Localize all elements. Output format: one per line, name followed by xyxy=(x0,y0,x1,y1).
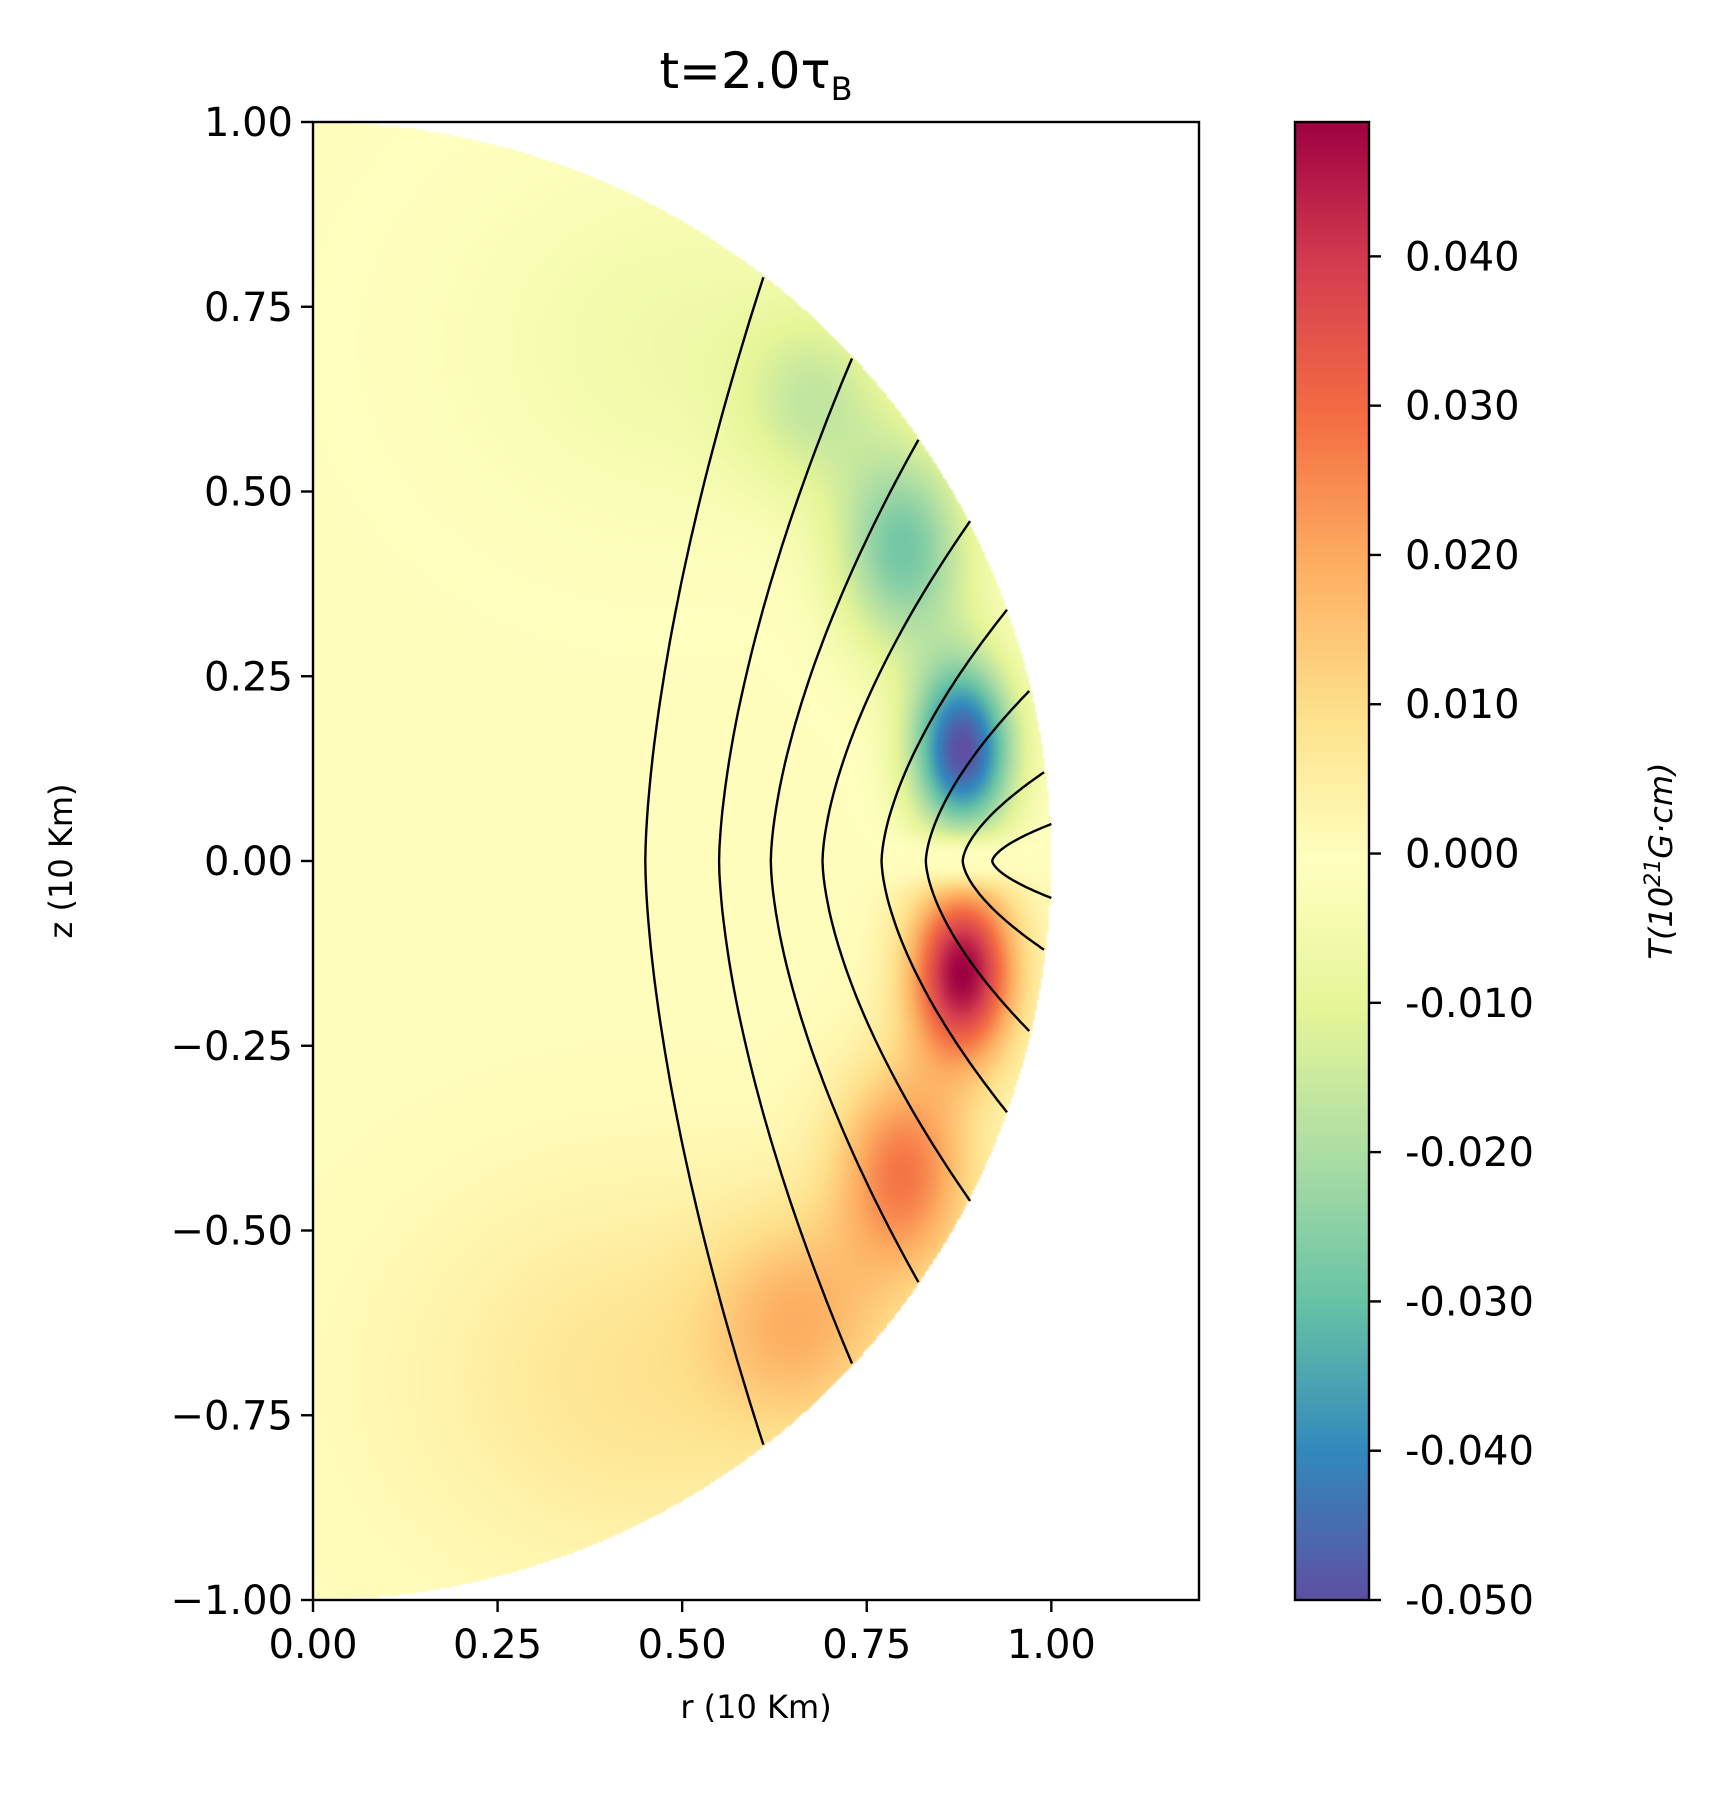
field-line-6 xyxy=(924,690,1031,1032)
x-tick-label: 0.50 xyxy=(638,1622,727,1668)
field-line-4 xyxy=(821,520,972,1202)
y-tick-label: −1.00 xyxy=(170,1578,293,1624)
x-tick-label: 1.00 xyxy=(1007,1622,1096,1668)
y-axis-label: z (10 Km) xyxy=(42,784,80,939)
y-tick-label: 0.75 xyxy=(204,285,293,331)
colorbar-tick-label: 0.010 xyxy=(1405,682,1520,728)
field-line-contours xyxy=(644,276,1052,1446)
x-tick-label: 0.00 xyxy=(268,1622,357,1668)
y-tick-label: 0.00 xyxy=(204,839,293,885)
field-line-7 xyxy=(961,771,1045,951)
colorbar-tick-label: -0.050 xyxy=(1405,1578,1534,1624)
plot-area xyxy=(313,122,1199,1600)
x-tick-label: 0.25 xyxy=(453,1622,542,1668)
colorbar-tick-label: 0.020 xyxy=(1405,533,1520,579)
colorbar-tick-label: 0.000 xyxy=(1405,832,1520,878)
field-line-1 xyxy=(644,276,765,1446)
colorbar-frame xyxy=(1293,120,1371,1602)
x-axis-ticks: 0.00 0.25 0.50 0.75 1.00 xyxy=(268,1600,1096,1668)
y-tick-label: −0.50 xyxy=(170,1209,293,1255)
heatmap-image xyxy=(313,122,1199,1600)
y-tick-label: 0.50 xyxy=(204,470,293,516)
colorbar: 0.040 0.030 0.020 0.010 0.000 -0.010 -0.020 -0.… xyxy=(1293,120,1680,1624)
colorbar-tick-label: 0.030 xyxy=(1405,384,1520,430)
colorbar-tick-label: 0.040 xyxy=(1405,234,1520,280)
field-line-5 xyxy=(880,608,1008,1114)
colorbar-gradient xyxy=(1295,122,1369,1600)
y-tick-label: −0.75 xyxy=(170,1393,293,1439)
colorbar-tick-label: -0.030 xyxy=(1405,1279,1534,1325)
colorbar-tick-label: -0.010 xyxy=(1405,981,1534,1027)
field-line-8 xyxy=(991,822,1052,900)
colorbar-tick-label: -0.040 xyxy=(1405,1429,1534,1475)
x-axis-label: r (10 Km) xyxy=(680,1688,831,1726)
field-line-3 xyxy=(769,439,920,1283)
colorbar-tick-label: -0.020 xyxy=(1405,1130,1534,1176)
y-tick-label: 1.00 xyxy=(204,100,293,146)
colorbar-ticks: 0.040 0.030 0.020 0.010 0.000 -0.010 -0.020 -0.… xyxy=(1369,234,1534,1624)
colorbar-label: T(1021G·cm) xyxy=(1641,763,1680,960)
field-line-2 xyxy=(717,358,854,1364)
y-axis-ticks: 1.00 0.75 0.50 0.25 0.00 −0.25 −0.50 −0.75 −1.00 xyxy=(170,100,313,1624)
y-tick-label: −0.25 xyxy=(170,1024,293,1070)
x-tick-label: 0.75 xyxy=(822,1622,911,1668)
chart-title: t=2.0τB xyxy=(659,42,852,108)
y-tick-label: 0.25 xyxy=(204,654,293,700)
